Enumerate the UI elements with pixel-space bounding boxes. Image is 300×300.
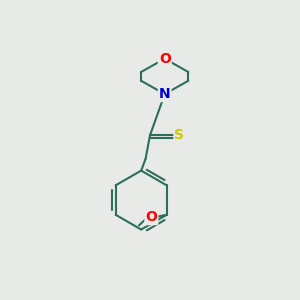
Text: N: N (159, 87, 170, 101)
Text: O: O (159, 52, 171, 66)
Text: O: O (146, 210, 157, 224)
Text: S: S (174, 128, 184, 142)
